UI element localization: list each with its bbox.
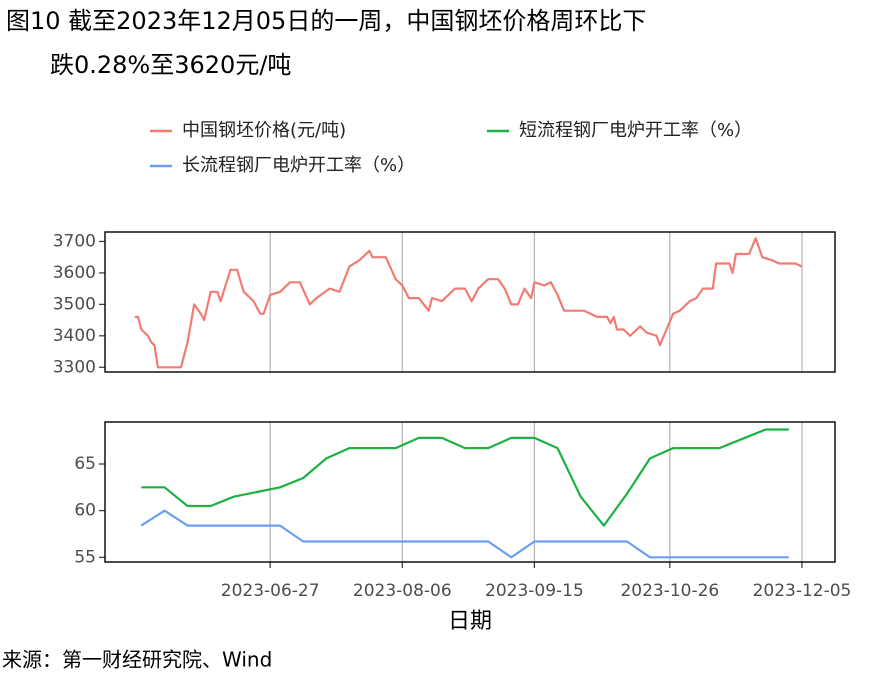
legend-label: 长流程钢厂电炉开工率（%） xyxy=(182,155,415,176)
x-tick-label: 2023-12-05 xyxy=(753,581,852,601)
title-line: 跌0.28%至3620元/吨 xyxy=(50,51,291,79)
y-tick-label: 3600 xyxy=(53,263,96,283)
x-tick-label: 2023-06-27 xyxy=(221,581,320,601)
y-tick-label: 65 xyxy=(74,454,96,474)
y-tick-label: 60 xyxy=(74,501,96,521)
line-series xyxy=(141,428,789,527)
y-tick-label: 3300 xyxy=(53,357,96,377)
plot-frame xyxy=(104,421,836,563)
x-tick-label: 2023-10-26 xyxy=(620,581,719,601)
y-tick-label: 3500 xyxy=(53,294,96,314)
x-tick-label: 2023-08-06 xyxy=(353,581,452,601)
x-axis-label: 日期 xyxy=(448,609,492,634)
source: 来源：第一财经研究院、Wind xyxy=(2,648,272,672)
y-tick-label: 55 xyxy=(74,547,96,567)
line-series xyxy=(134,237,803,369)
x-tick-label: 2023-09-15 xyxy=(485,581,584,601)
legend-label: 短流程钢厂电炉开工率（%） xyxy=(519,120,752,141)
plot-frame xyxy=(104,231,836,373)
y-tick-label: 3700 xyxy=(53,231,96,251)
y-tick-label: 3400 xyxy=(53,326,96,346)
line-series xyxy=(140,509,789,559)
legend-label: 中国钢坯价格(元/吨) xyxy=(182,120,346,141)
title-line: 图10 截至2023年12月05日的一周，中国钢坯价格周环比下 xyxy=(6,7,646,35)
